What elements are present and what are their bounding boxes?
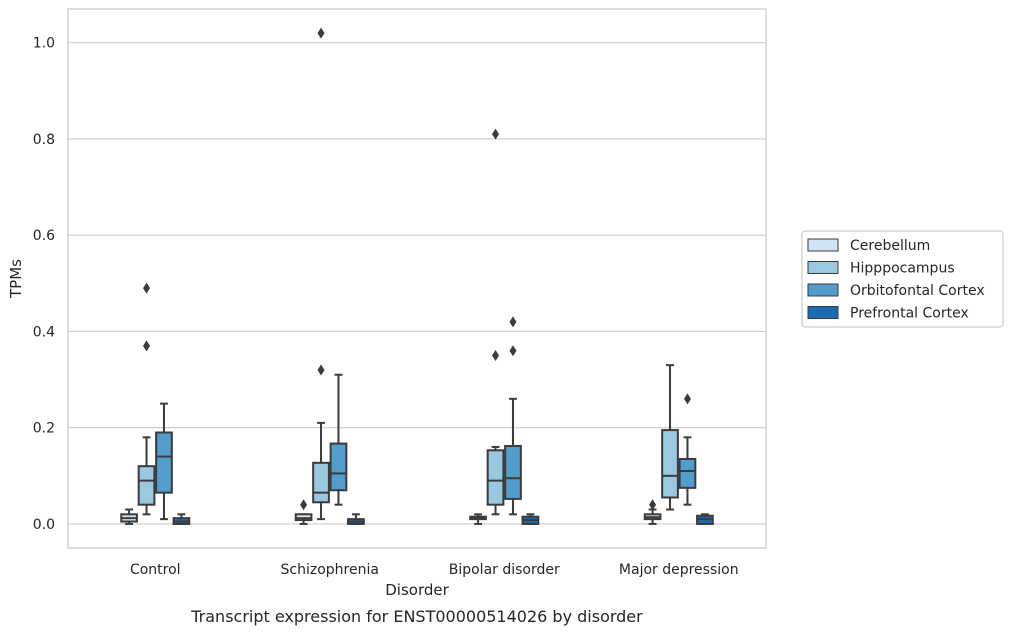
box-cerebellum (120, 508, 138, 525)
box-orbitofontal-cortex (504, 316, 522, 516)
box-cerebellum (643, 499, 662, 525)
boxes (120, 27, 714, 525)
x-tick-label: Major depression (619, 562, 739, 578)
x-axis-title: Disorder (385, 581, 449, 599)
x-tick-label: Bipolar disorder (449, 562, 560, 578)
outlier-point (143, 340, 151, 352)
box-hipppocampus (486, 128, 505, 516)
plot-frame (67, 8, 767, 549)
legend-label: Prefrontal Cortex (850, 306, 969, 322)
legend-label: Orbitofontal Cortex (850, 283, 985, 299)
box-iqr (312, 461, 330, 504)
box-iqr (155, 431, 173, 494)
x-tick-label: Schizophrenia (281, 562, 379, 578)
x-axis: Control Schizophrenia Bipolar disorder Majo… (130, 562, 739, 578)
box-iqr (329, 442, 348, 492)
y-tick-label: 0.0 (33, 517, 55, 533)
outlier-point (683, 393, 691, 405)
outlier-point (317, 364, 325, 376)
box-orbitofontal-cortex (155, 402, 173, 521)
box-hipppocampus (312, 27, 330, 521)
y-tick-label: 0.4 (33, 324, 55, 340)
outlier-point (509, 316, 517, 328)
y-tick-label: 0.6 (33, 228, 55, 244)
box-prefrontal-cortex (521, 513, 540, 525)
box-iqr (486, 449, 505, 506)
x-tick-label: Control (130, 562, 181, 578)
outlier-point (509, 345, 517, 357)
box-cerebellum (469, 513, 487, 525)
box-iqr (661, 429, 679, 499)
legend-swatch (807, 306, 839, 319)
y-tick-label: 0.2 (33, 421, 55, 437)
outlier-point (492, 128, 500, 140)
legend-swatch (807, 283, 839, 297)
box-prefrontal-cortex (172, 513, 191, 525)
legend-frame (801, 230, 1004, 328)
outlier-point (300, 499, 308, 511)
box-hipppocampus (661, 364, 679, 511)
legend-label: Hipppocampus (850, 261, 955, 277)
legend: Cerebellum Hipppocampus Orbitofontal Corte… (801, 230, 1004, 328)
y-tick-label: 1.0 (33, 36, 55, 52)
outlier-point (143, 282, 151, 294)
legend-label: Cerebellum (850, 238, 930, 254)
box-iqr (504, 444, 522, 500)
box-iqr (678, 457, 697, 489)
box-prefrontal-cortex (696, 513, 714, 525)
outlier-point (649, 499, 657, 511)
box-iqr (137, 465, 156, 506)
legend-swatch (807, 238, 839, 252)
y-axis: 0.0 0.2 0.4 0.6 0.8 1.0 (33, 36, 55, 533)
box-cerebellum (294, 499, 313, 525)
y-axis-title: TPMs (7, 259, 25, 299)
box-orbitofontal-cortex (329, 373, 348, 506)
box-orbitofontal-cortex (678, 393, 697, 506)
box-prefrontal-cortex (347, 513, 365, 525)
box-hipppocampus (137, 282, 156, 516)
outlier-point (492, 350, 500, 361)
chart-caption: Transcript expression for ENST0000051402… (190, 607, 643, 626)
legend-swatch (807, 261, 839, 274)
y-tick-label: 0.8 (33, 132, 55, 148)
outlier-point (317, 27, 325, 39)
